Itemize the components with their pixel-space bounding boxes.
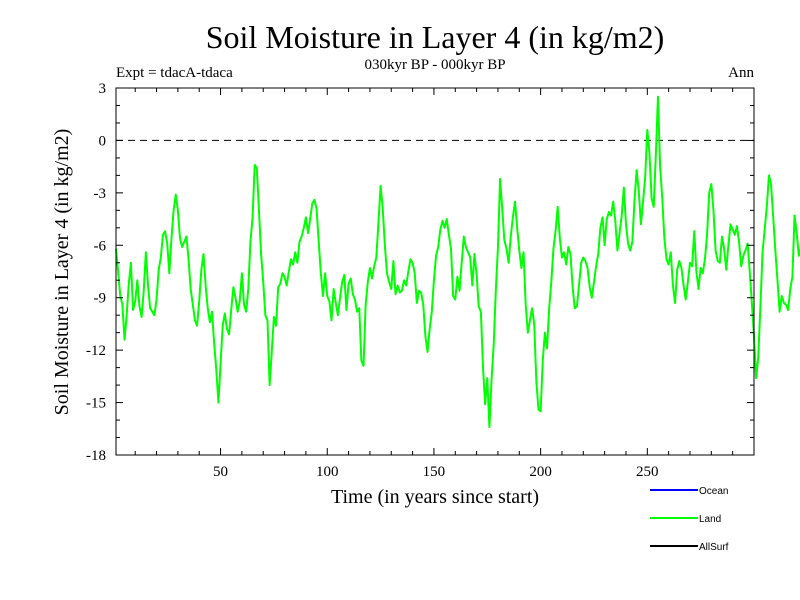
y-tick-label: -15 [86,396,106,412]
y-tick-label: -9 [94,291,107,307]
y-tick-label: -12 [86,343,106,359]
plot-area [115,87,800,456]
x-tick-label: 150 [423,464,446,480]
y-tick-label: -18 [86,448,106,464]
y-axis: 3 0 -3 -6 -9 -12 -15 -18 [86,81,754,464]
y-axis-label: Soil Moisture in Layer 4 (in kg/m2) [51,129,73,416]
x-axis: 50 100 150 200 250 [134,88,734,480]
x-tick-label: 200 [529,464,552,480]
y-tick-label: -3 [94,186,107,202]
legend-label-land: Land [699,514,721,525]
x-axis-label: Time (in years since start) [331,486,539,508]
season-label: Ann [728,65,754,81]
x-tick-label: 100 [316,464,339,480]
y-tick-label: 0 [99,133,107,149]
legend-label-ocean: Ocean [699,486,728,497]
y-tick-label: 3 [99,81,107,97]
legend-label-allsurf: AllSurf [699,542,729,553]
chart-subtitle: 030kyr BP - 000kyr BP [364,57,505,73]
legend: Ocean Land AllSurf [650,486,729,553]
land-series-line [115,95,800,429]
plot-frame [115,87,755,456]
chart-title: Soil Moisture in Layer 4 (in kg/m2) [206,19,665,55]
x-tick-label: 50 [213,464,228,480]
experiment-label: Expt = tdacA-tdaca [116,65,233,81]
x-tick-label: 250 [636,464,659,480]
y-tick-label: -6 [94,238,107,254]
